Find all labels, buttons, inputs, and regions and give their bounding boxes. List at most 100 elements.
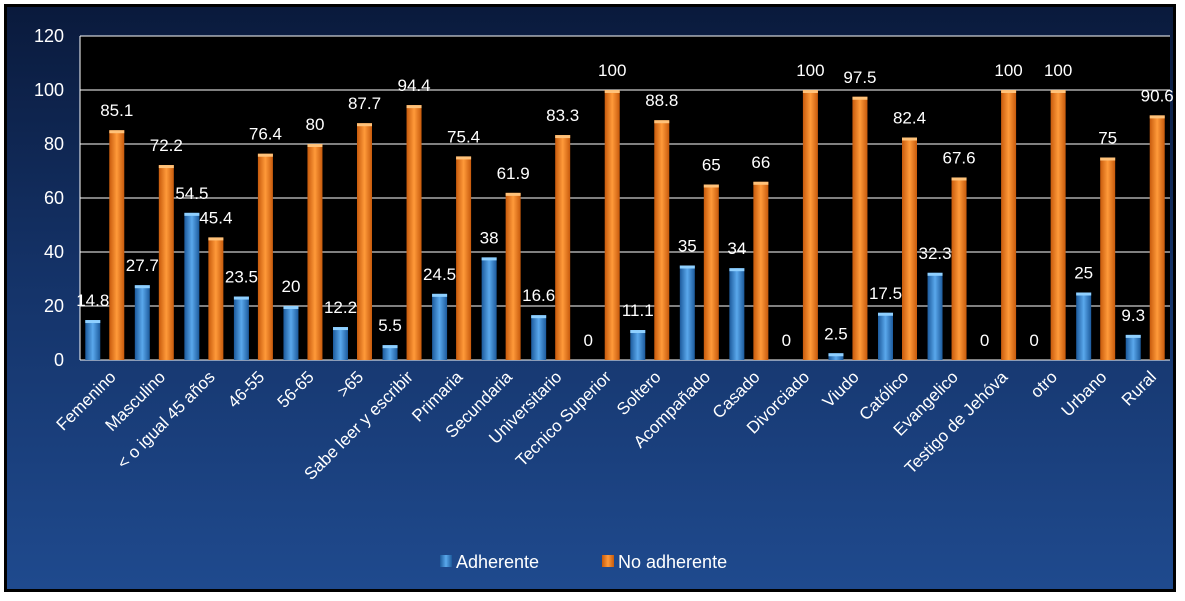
data-label: 14.8 xyxy=(76,291,109,310)
x-tick-label: otro xyxy=(1027,367,1061,401)
data-label: 35 xyxy=(678,237,697,256)
bar-cap xyxy=(505,192,521,196)
legend: Adherente No adherente xyxy=(440,552,727,572)
bar-cap xyxy=(531,315,547,319)
data-label: 12.2 xyxy=(324,298,357,317)
data-label: 87.7 xyxy=(348,94,381,113)
data-label: 0 xyxy=(583,331,592,350)
data-label: 25 xyxy=(1074,264,1093,283)
bar-cap xyxy=(1001,90,1017,93)
bar-adherente xyxy=(679,265,695,360)
legend-label-1: No adherente xyxy=(618,552,727,572)
bars: 14.8 27.7 54.5 23.5 20 12.2 5.5 24.5 38 16.6 0 11.1… xyxy=(76,61,1174,361)
bar-no-adherente xyxy=(1100,157,1116,360)
data-label: 94.4 xyxy=(397,76,430,95)
data-label: 97.5 xyxy=(843,68,876,87)
bar-no-adherente xyxy=(852,96,868,360)
bar-cap xyxy=(257,153,273,157)
bar-no-adherente xyxy=(208,237,224,360)
data-label: 80 xyxy=(305,115,324,134)
bar-no-adherente xyxy=(1149,115,1165,360)
data-label: 17.5 xyxy=(869,284,902,303)
data-label: 83.3 xyxy=(546,106,579,125)
bar-cap xyxy=(1050,90,1066,93)
bar-adherente xyxy=(729,268,745,360)
bar-no-adherente xyxy=(703,184,719,360)
bar-no-adherente xyxy=(902,137,917,360)
data-label: 2.5 xyxy=(824,324,848,343)
data-label: 54.5 xyxy=(175,184,208,203)
y-tick-label: 80 xyxy=(44,134,64,154)
bar-cap xyxy=(85,320,101,324)
bar-no-adherente xyxy=(1001,90,1017,360)
bar-no-adherente xyxy=(654,120,670,361)
bar-no-adherente xyxy=(109,130,125,360)
data-label: 66 xyxy=(751,153,770,172)
y-axis: 0 20 40 60 80 100 120 xyxy=(34,26,81,370)
bar-cap xyxy=(134,285,150,289)
bar-cap xyxy=(1149,115,1165,119)
bar-no-adherente xyxy=(357,123,372,361)
bar-no-adherente xyxy=(257,153,273,360)
bar-no-adherente xyxy=(456,156,472,360)
bar-cap xyxy=(604,90,620,93)
data-label: 72.2 xyxy=(150,136,183,155)
data-label: 45.4 xyxy=(199,208,232,227)
data-label: 0 xyxy=(1029,331,1038,350)
data-label: 67.6 xyxy=(942,148,975,167)
data-label: 11.1 xyxy=(622,301,654,320)
bar-adherente xyxy=(1076,292,1092,360)
bar-no-adherente xyxy=(753,181,769,360)
data-label: 61.9 xyxy=(497,164,530,183)
data-label: 82.4 xyxy=(893,109,926,128)
data-label: 85.1 xyxy=(100,101,133,120)
bar-cap xyxy=(1125,334,1141,338)
bar-cap xyxy=(333,327,348,331)
data-label: 76.4 xyxy=(249,125,282,144)
bar-no-adherente xyxy=(1050,90,1066,360)
data-label: 75 xyxy=(1098,129,1117,148)
bar-cap xyxy=(456,156,472,160)
y-tick-label: 100 xyxy=(34,80,64,100)
data-label: 100 xyxy=(796,61,824,80)
data-label: 20 xyxy=(281,277,300,296)
x-tick-label: 46-55 xyxy=(224,367,268,411)
bar-cap xyxy=(1100,157,1116,161)
bar-cap xyxy=(630,330,646,334)
bar-cap xyxy=(927,272,943,276)
y-tick-label: 120 xyxy=(34,26,64,46)
bar-cap xyxy=(703,184,719,188)
data-label: 24.5 xyxy=(423,265,456,284)
data-label: 0 xyxy=(980,331,989,350)
bar-no-adherente xyxy=(555,135,571,360)
data-label: 5.5 xyxy=(378,316,402,335)
bar-no-adherente xyxy=(802,90,818,360)
bar-cap xyxy=(432,293,448,297)
bar-cap xyxy=(753,181,769,185)
legend-swatch-0 xyxy=(440,555,452,567)
data-label: 88.8 xyxy=(645,91,678,110)
bar-cap xyxy=(406,105,422,109)
data-label: 100 xyxy=(994,61,1022,80)
data-label: 16.6 xyxy=(522,286,555,305)
bar-adherente xyxy=(233,296,249,360)
bar-no-adherente xyxy=(158,165,174,360)
bar-no-adherente xyxy=(505,192,521,360)
bar-cap xyxy=(208,237,224,241)
x-tick-label: Rural xyxy=(1118,367,1160,409)
bar-cap xyxy=(654,120,670,124)
bar-adherente xyxy=(184,212,200,360)
data-label: 27.7 xyxy=(126,256,159,275)
x-tick-label: Urbano xyxy=(1058,367,1111,420)
bar-cap xyxy=(951,177,967,181)
bar-cap xyxy=(307,144,323,147)
bar-adherente xyxy=(382,345,398,360)
bar-adherente xyxy=(333,327,348,360)
data-label: 100 xyxy=(598,61,626,80)
bar-cap xyxy=(852,96,868,100)
data-label: 9.3 xyxy=(1121,306,1145,325)
data-label: 23.5 xyxy=(225,268,258,287)
bar-no-adherente xyxy=(951,177,967,360)
bar-adherente xyxy=(85,320,101,360)
